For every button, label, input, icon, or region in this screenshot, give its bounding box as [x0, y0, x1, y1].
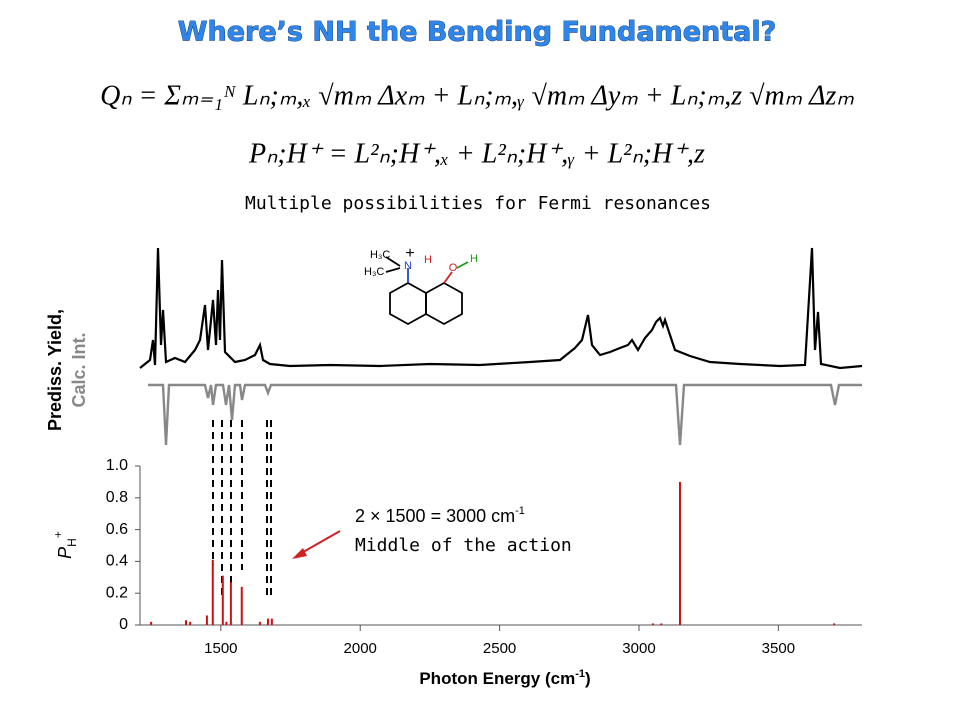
y-axis-label-part: P	[55, 547, 75, 559]
atom-label: O	[449, 262, 458, 274]
arrow-head	[292, 548, 307, 559]
atom-label: +	[405, 245, 414, 262]
x-tick-label: 3000	[622, 640, 655, 657]
stick	[225, 621, 228, 625]
stick	[211, 559, 214, 625]
molecule-labels: H₃C H₃C N + H O H	[364, 245, 478, 278]
atom-label: H	[470, 253, 478, 265]
stick	[205, 615, 208, 625]
y-axis-label-part: +	[51, 531, 65, 538]
panel-label: Prediss. Yield,	[45, 309, 65, 431]
atom-label: H	[424, 254, 432, 266]
stick	[266, 618, 269, 625]
x-axis-label-part: Photon Energy (cm	[419, 669, 575, 688]
experimental-spectrum	[139, 247, 863, 370]
stick	[678, 481, 681, 625]
y-axis-label: PH+	[51, 531, 79, 559]
y-tick-label: 0.6	[106, 521, 128, 538]
calculated-spectrum	[148, 383, 862, 446]
annotation: Middle of the action	[355, 535, 572, 556]
guide-lines	[212, 420, 272, 600]
stick	[651, 623, 654, 625]
y-tick-label: 0	[119, 616, 128, 633]
x-axis-label-part: )	[585, 669, 591, 688]
stick	[229, 582, 232, 625]
atom-label: H₃C	[364, 266, 384, 278]
annotation-part: -1	[515, 505, 525, 517]
stick	[189, 621, 192, 625]
x-axis-label-part: -1	[575, 668, 585, 680]
y-tick-label: 1.0	[106, 457, 128, 474]
stick	[150, 621, 153, 625]
subtitle: Multiple possibilities for Fermi resonan…	[245, 193, 711, 214]
annotation-part: 2 × 1500 = 3000 cm	[355, 506, 515, 526]
equation: Pₙ;H⁺ = L²ₙ;H⁺,ₓ + L²ₙ;H⁺,ᵧ + L²ₙ;H⁺,z	[248, 138, 705, 169]
y-tick-label: 0.2	[106, 584, 128, 601]
panel-label: Calc. Int.	[69, 332, 89, 407]
stick	[270, 618, 273, 625]
y-axis-label-part: H	[65, 538, 79, 547]
x-axis-label: Photon Energy (cm-1)	[419, 668, 590, 689]
atom-label: H₃C	[370, 249, 390, 261]
stick	[221, 575, 224, 625]
x-tick-label: 1500	[204, 640, 237, 657]
stick	[240, 586, 243, 625]
y-tick-label: 0.8	[106, 489, 128, 506]
x-tick-label: 2000	[344, 640, 377, 657]
stick	[258, 621, 261, 625]
annotation: 2 × 1500 = 3000 cm-1	[355, 505, 525, 526]
stick	[184, 620, 187, 625]
stick	[660, 623, 663, 625]
slide-title: Where’s NH the Bending Fundamental?	[178, 17, 777, 48]
atom-label: N	[404, 260, 412, 272]
molecule	[385, 256, 469, 326]
x-tick-label: 3500	[762, 640, 795, 657]
arrow	[297, 530, 341, 556]
equation: Qₙ = Σₘ₌₁ᴺ Lₙ;ₘ,ₓ √mₘ Δxₘ + Lₙ;ₘ,ᵧ √mₘ Δ…	[100, 80, 854, 111]
x-tick-label: 2500	[483, 640, 516, 657]
y-tick-label: 0.4	[106, 553, 128, 570]
stick	[833, 623, 836, 625]
